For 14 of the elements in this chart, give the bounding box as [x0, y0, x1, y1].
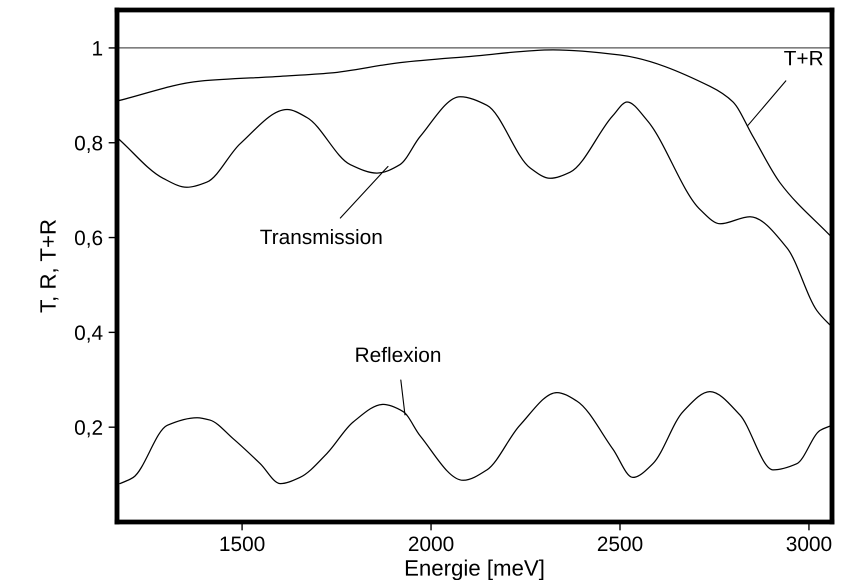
annotation: Transmission [260, 228, 382, 244]
x-tick-label: 1500 [220, 536, 264, 552]
y-axis-title: T, R, T+R [40, 220, 58, 313]
x-axis-title: Energie [meV] [406, 559, 544, 580]
y-tick-label: 0,6 [74, 230, 102, 248]
y-tick-label: 0,8 [74, 136, 102, 153]
annotation: T+R [784, 50, 823, 66]
x-tick-label: 3000 [786, 536, 832, 552]
y-tick-label: 1 [93, 41, 102, 56]
x-tick-label: 2500 [598, 536, 642, 552]
annotation: Reflexion [356, 346, 440, 362]
y-tick-label: 0,2 [74, 420, 102, 438]
x-tick-label: 2000 [408, 536, 454, 552]
y-tick-label: 0,4 [74, 325, 103, 343]
